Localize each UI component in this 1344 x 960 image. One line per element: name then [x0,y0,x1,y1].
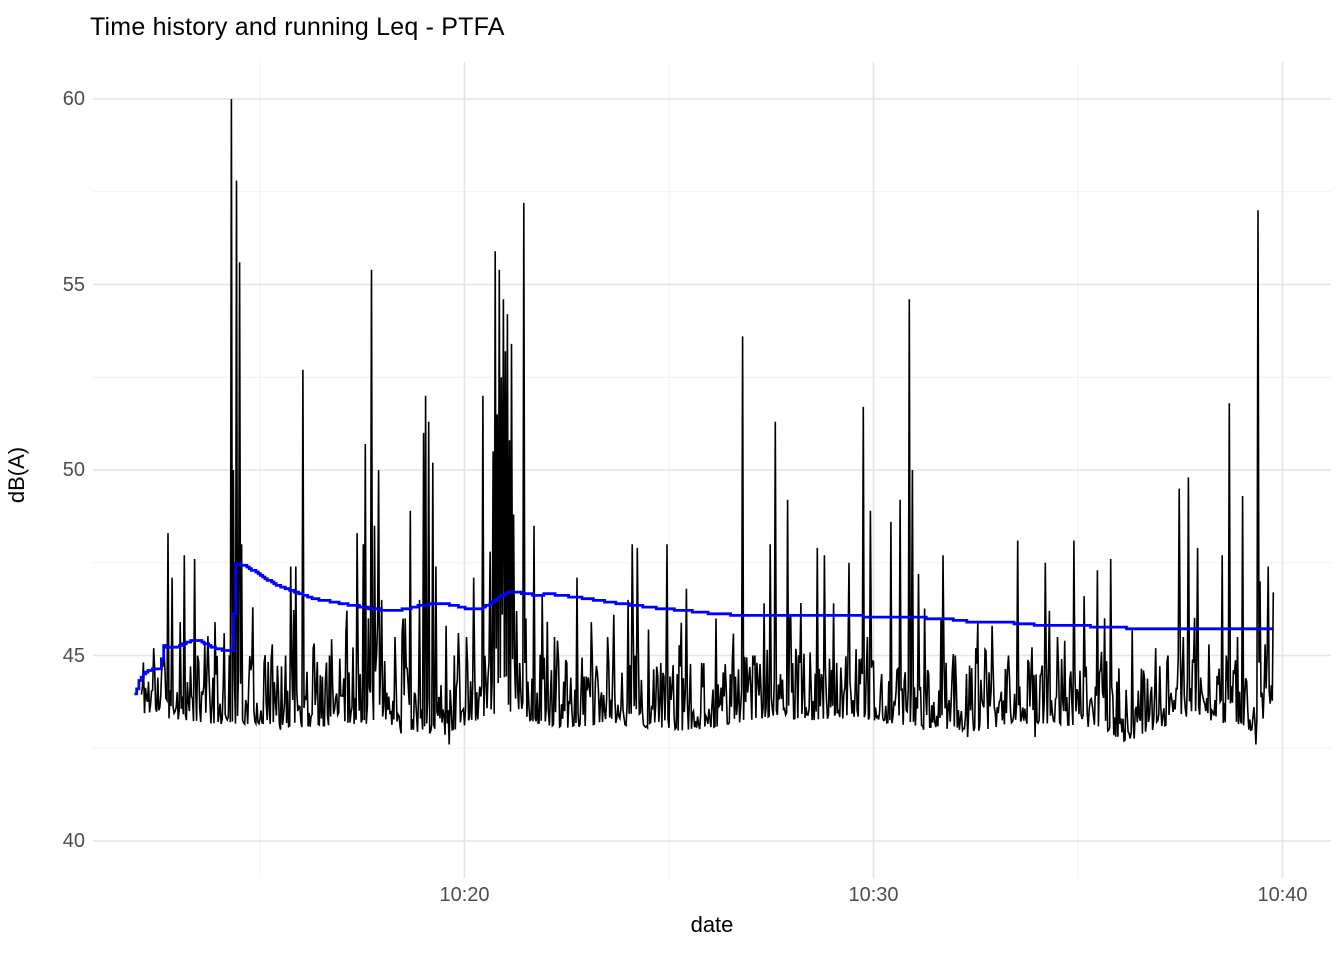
y-tick-label: 50 [62,459,85,481]
leq-series-path [134,562,1273,696]
x-tick-label: 10:40 [1257,884,1308,906]
chart-title: Time history and running Leq - PTFA [90,13,505,41]
y-tick-label: 40 [62,830,85,852]
x-tick-label: 10:20 [439,884,490,906]
spl-series-path [140,98,1275,745]
x-tick-label: 10:30 [848,884,899,906]
y-tick-label: 55 [62,273,85,296]
y-tick-label: 60 [62,88,85,110]
x-axis-title: date [690,912,734,937]
y-tick-label: 45 [62,644,85,667]
